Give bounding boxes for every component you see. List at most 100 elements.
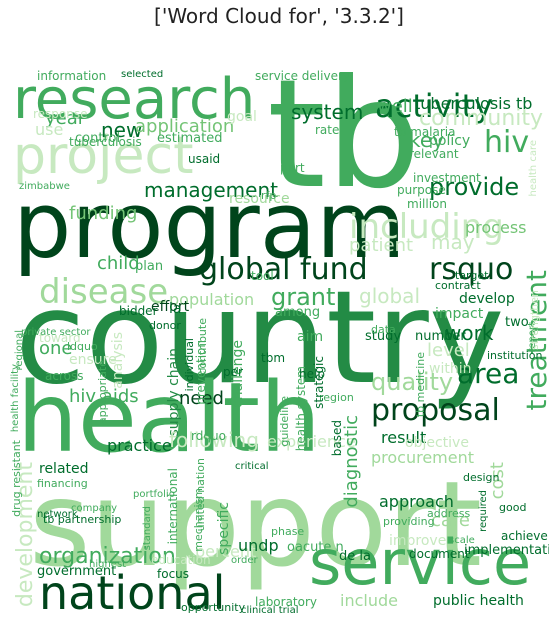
word-tb: tb xyxy=(267,70,422,222)
word-address: address xyxy=(427,507,471,520)
word-critical: critical xyxy=(235,461,269,472)
word-service: service xyxy=(309,526,532,599)
word-public-health: public health xyxy=(433,593,524,609)
word-information: information xyxy=(37,70,107,83)
word-required: required xyxy=(478,490,489,532)
word-rfp: rfp xyxy=(261,189,277,202)
word-proposal: proposal xyxy=(371,393,500,428)
word-project: project xyxy=(13,126,194,186)
word-hiv-aids: hiv aids xyxy=(69,386,139,407)
word-appropriate: appropriate xyxy=(96,360,109,425)
word-patient: patient xyxy=(349,235,414,256)
word-improve: improve xyxy=(389,533,447,549)
word-percent: percent xyxy=(195,542,257,561)
word-private-sector: private sector xyxy=(21,327,91,338)
word-two: two xyxy=(505,315,529,330)
word-area: area xyxy=(457,357,520,390)
word-part: part xyxy=(280,161,305,175)
word-procurement: procurement xyxy=(371,448,475,467)
word-education: education xyxy=(151,553,211,567)
word-strategic: strategic xyxy=(312,356,326,409)
word-research: research xyxy=(13,70,256,132)
word-institution: institution xyxy=(487,349,543,362)
word-grant: grant xyxy=(271,283,336,311)
word-year: year xyxy=(45,108,86,129)
word-diagnostic: diagnostic xyxy=(341,415,362,508)
word-focus: focus xyxy=(157,567,190,581)
word-contract: contract xyxy=(435,279,481,292)
word-cloud: country support program tb health research pro… xyxy=(9,70,549,618)
word-one: one xyxy=(39,338,73,359)
word-implementation: implementation xyxy=(464,543,549,558)
word-health-facility: health facility xyxy=(10,364,21,433)
word-oacute-n: oacute n xyxy=(287,540,344,555)
word-rdquo: rdquo xyxy=(191,429,226,443)
word-data: data xyxy=(371,323,396,336)
word-use: use xyxy=(35,120,64,139)
word-study: study xyxy=(365,329,402,344)
word-develop: develop xyxy=(459,291,515,307)
word-ldquo: ldquo xyxy=(67,340,98,353)
word-quality: quality xyxy=(371,368,454,396)
word-management: management xyxy=(144,178,278,202)
word-global: global xyxy=(359,284,420,308)
word-drug-resistant: drug resistant xyxy=(10,440,23,517)
word-program: program xyxy=(13,172,406,279)
word-plan: plan xyxy=(135,259,164,274)
word-million: million xyxy=(407,197,447,211)
word-design: design xyxy=(463,471,500,484)
word-selected: selected xyxy=(121,70,164,80)
word-standard: standard xyxy=(142,506,153,551)
word-achieve: achieve xyxy=(501,529,548,543)
word-among: among xyxy=(275,305,321,320)
word-including: including xyxy=(349,207,504,247)
word-analysis: analysis xyxy=(110,332,126,389)
word-key: key xyxy=(409,128,445,152)
word-control: control xyxy=(75,131,121,146)
word-help: help xyxy=(299,367,325,381)
word-order: order xyxy=(231,555,258,566)
word-undp: undp xyxy=(238,536,279,555)
word-de-la: de la xyxy=(339,549,371,564)
word-policy: policy xyxy=(429,133,471,149)
word-estimated: estimated xyxy=(157,131,223,146)
word-tb-partnership: tb partnership xyxy=(43,513,122,526)
word-rsquo: rsquo xyxy=(429,252,514,287)
word-result: result xyxy=(381,428,427,447)
word-phase: phase xyxy=(271,525,305,538)
word-care: care xyxy=(431,510,471,531)
word-hiv: hiv xyxy=(484,125,530,160)
word-specific: specific xyxy=(216,502,232,555)
word-resource: resource xyxy=(229,191,290,207)
word-toward: toward xyxy=(39,331,81,345)
word-portfolio: portfolio xyxy=(133,489,175,500)
word-impact: impact xyxy=(435,306,484,322)
word-number: number xyxy=(415,329,466,344)
word-usaid: usaid xyxy=(188,152,221,166)
chart-title: ['Word Cloud for', '3.3.2'] xyxy=(154,4,404,28)
word-work: work xyxy=(445,321,494,345)
word-approach: approach xyxy=(379,492,454,511)
word-application: application xyxy=(135,116,235,137)
word-opportunity: opportunity xyxy=(181,601,246,614)
word-new: new xyxy=(101,118,143,142)
word-national: national xyxy=(39,566,226,618)
word-mechanism: mechanism xyxy=(192,488,205,552)
word-scale: scale xyxy=(449,535,475,546)
word-community: community xyxy=(419,106,544,131)
word-practice: practice xyxy=(107,436,172,455)
word-well: well xyxy=(377,96,413,117)
word-financing: financing xyxy=(37,477,88,490)
word-tb-medicine: tb medicine xyxy=(414,352,427,418)
word-tb-malaria: tb malaria xyxy=(394,125,456,139)
word-objective: objective xyxy=(405,435,469,451)
word-need: need xyxy=(179,388,224,409)
word-related: related xyxy=(39,461,89,477)
word-organization: organization xyxy=(39,544,176,569)
word-funding: funding xyxy=(69,203,138,224)
word-response: response xyxy=(33,107,88,121)
word-good: good xyxy=(499,501,527,514)
word-government: government xyxy=(37,564,117,579)
word-contribute: contribute xyxy=(196,318,209,375)
word-tbm: tbm xyxy=(261,351,286,365)
